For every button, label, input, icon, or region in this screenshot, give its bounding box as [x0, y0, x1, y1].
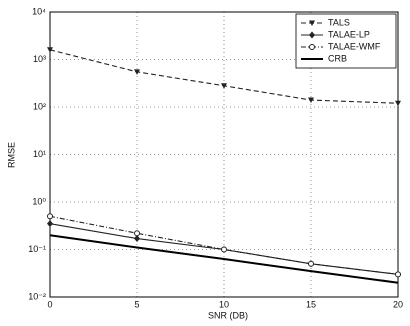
y-tick-label: 10⁻¹ — [28, 244, 46, 254]
series-line — [49, 234, 399, 284]
marker — [134, 69, 140, 75]
marker — [395, 271, 401, 278]
marker — [309, 44, 315, 50]
legend-label: TALAE-LP — [328, 29, 370, 39]
x-tick-label: 5 — [134, 299, 139, 309]
x-axis-label: SNR (DB) — [208, 310, 248, 320]
x-tick-label: 20 — [393, 299, 403, 309]
y-tick-label: 10⁴ — [32, 6, 46, 16]
x-tick-label: 0 — [47, 299, 52, 309]
legend-label: CRB — [328, 53, 347, 63]
marker — [309, 20, 315, 26]
marker — [221, 246, 227, 253]
y-tick-label: 10² — [33, 101, 46, 111]
marker — [308, 260, 314, 267]
y-tick-label: 10³ — [33, 54, 46, 64]
plot-frame — [49, 11, 399, 298]
legend-label: TALS — [328, 17, 350, 27]
y-tick-label: 10⁰ — [32, 196, 46, 206]
marker — [134, 230, 140, 237]
legend-label: TALAE-WMF — [328, 41, 381, 51]
marker — [47, 220, 53, 228]
marker — [47, 213, 53, 220]
marker — [134, 235, 140, 243]
marker — [308, 97, 314, 104]
series-line — [49, 215, 399, 275]
y-axis-label: RMSE — [6, 142, 16, 168]
marker — [395, 100, 401, 107]
x-tick-label: 10 — [219, 299, 229, 309]
marker — [47, 47, 53, 53]
marker — [221, 83, 227, 89]
y-tick-label: 10¹ — [33, 149, 46, 159]
y-tick-label: 10⁻² — [28, 291, 46, 301]
x-tick-label: 15 — [306, 299, 316, 309]
marker — [309, 31, 315, 39]
